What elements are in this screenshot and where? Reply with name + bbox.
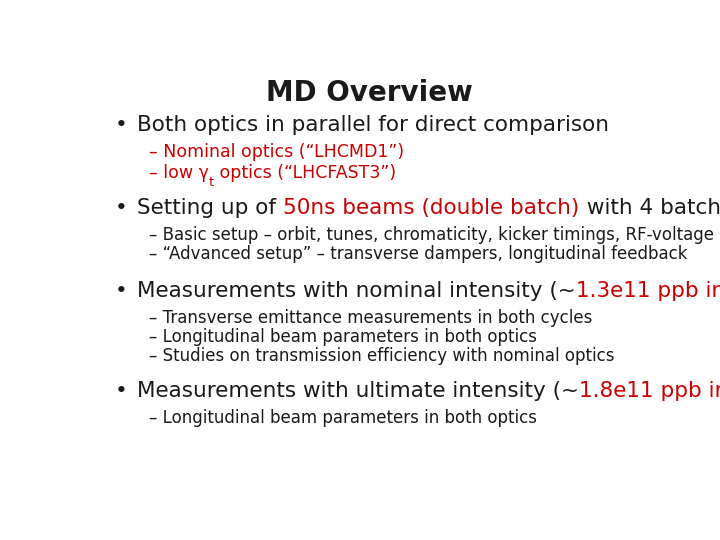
Text: – low γ: – low γ [148,164,209,182]
Text: Setting up of: Setting up of [138,198,283,218]
Text: Measurements with nominal intensity (~: Measurements with nominal intensity (~ [138,281,576,301]
Text: •: • [115,198,128,218]
Text: •: • [115,381,128,401]
Text: – Transverse emittance measurements in both cycles: – Transverse emittance measurements in b… [148,309,592,327]
Text: – Studies on transmission efficiency with nominal optics: – Studies on transmission efficiency wit… [148,347,614,365]
Text: 1.3e11 ppb injected: 1.3e11 ppb injected [576,281,720,301]
Text: – Longitudinal beam parameters in both optics: – Longitudinal beam parameters in both o… [148,328,536,346]
Text: 50ns beams (double batch): 50ns beams (double batch) [283,198,580,218]
Text: •: • [115,281,128,301]
Text: MD Overview: MD Overview [266,79,472,107]
Text: Both optics in parallel for direct comparison: Both optics in parallel for direct compa… [138,115,609,135]
Text: – Longitudinal beam parameters in both optics: – Longitudinal beam parameters in both o… [148,409,536,427]
Text: •: • [115,115,128,135]
Text: with 4 batches: with 4 batches [580,198,720,218]
Text: – Basic setup – orbit, tunes, chromaticity, kicker timings, RF-voltage program: – Basic setup – orbit, tunes, chromatici… [148,226,720,244]
Text: Measurements with ultimate intensity (~: Measurements with ultimate intensity (~ [138,381,580,401]
Text: – Nominal optics (“LHCMD1”): – Nominal optics (“LHCMD1”) [148,143,404,161]
Text: 1.8e11 ppb injected: 1.8e11 ppb injected [580,381,720,401]
Text: t: t [209,176,214,188]
Text: optics (“LHCFAST3”): optics (“LHCFAST3”) [214,164,396,182]
Text: – “Advanced setup” – transverse dampers, longitudinal feedback: – “Advanced setup” – transverse dampers,… [148,245,687,263]
